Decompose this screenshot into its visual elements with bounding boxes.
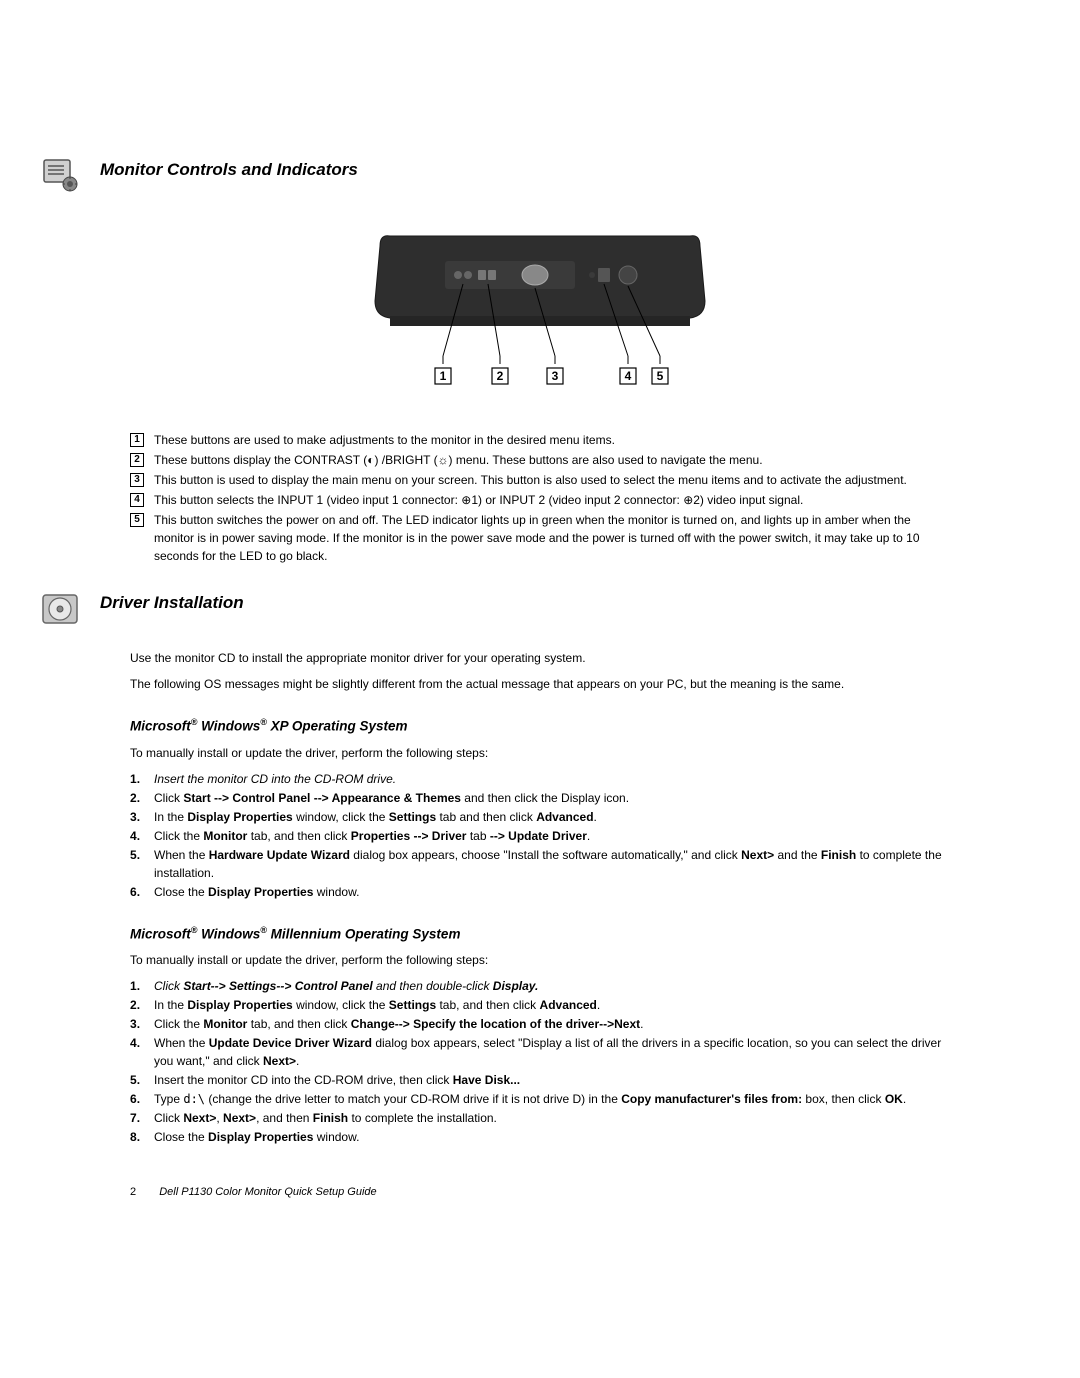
step-item: In the Display Properties window, click … — [130, 996, 950, 1014]
step-text: Click Start--> Settings--> Control Panel… — [154, 977, 950, 995]
cd-icon — [40, 589, 80, 629]
section-title-driver: Driver Installation — [100, 593, 244, 613]
definition-row: 4 This button selects the INPUT 1 (video … — [130, 491, 950, 509]
definition-text: These buttons are used to make adjustmen… — [154, 431, 950, 449]
driver-intro-2: The following OS messages might be sligh… — [130, 675, 950, 693]
section-title-controls: Monitor Controls and Indicators — [100, 160, 358, 180]
svg-text:1: 1 — [440, 369, 447, 383]
definition-row: 5 This button switches the power on and o… — [130, 511, 950, 565]
monitor-adjust-icon — [40, 156, 80, 196]
step-text: Type d:\ (change the drive letter to mat… — [154, 1090, 950, 1108]
definition-number: 3 — [130, 473, 144, 487]
step-item: Insert the monitor CD into the CD-ROM dr… — [130, 1071, 950, 1089]
svg-text:3: 3 — [552, 369, 559, 383]
step-item: Close the Display Properties window. — [130, 883, 950, 901]
step-item: When the Update Device Driver Wizard dia… — [130, 1034, 950, 1070]
step-text: Click the Monitor tab, and then click Pr… — [154, 827, 950, 845]
step-item: Type d:\ (change the drive letter to mat… — [130, 1090, 950, 1108]
svg-text:4: 4 — [625, 369, 632, 383]
definition-row: 2 These buttons display the CONTRAST (◐) … — [130, 451, 950, 469]
step-text: In the Display Properties window, click … — [154, 996, 950, 1014]
step-text: Insert the monitor CD into the CD-ROM dr… — [154, 770, 950, 788]
page-footer: 2 Dell P1130 Color Monitor Quick Setup G… — [130, 1186, 377, 1198]
step-item: In the Display Properties window, click … — [130, 808, 950, 826]
step-item: Click the Monitor tab, and then click Ch… — [130, 1015, 950, 1033]
definition-number: 2 — [130, 453, 144, 467]
definition-number: 4 — [130, 493, 144, 507]
step-text: In the Display Properties window, click … — [154, 808, 950, 826]
os-heading-xp: Microsoft® Windows® XP Operating System — [130, 717, 950, 734]
me-steps-list: Click Start--> Settings--> Control Panel… — [130, 977, 950, 1146]
definitions-list: 1 These buttons are used to make adjustme… — [130, 431, 950, 565]
os-heading-me: Microsoft® Windows® Millennium Operating… — [130, 925, 950, 942]
definition-text: This button switches the power on and of… — [154, 511, 950, 565]
step-item: Insert the monitor CD into the CD-ROM dr… — [130, 770, 950, 788]
svg-text:5: 5 — [657, 369, 664, 383]
step-text: Close the Display Properties window. — [154, 883, 950, 901]
os-xp-intro: To manually install or update the driver… — [130, 744, 950, 762]
os-me-intro: To manually install or update the driver… — [130, 951, 950, 969]
svg-text:2: 2 — [497, 369, 504, 383]
definition-text: This button is used to display the main … — [154, 471, 950, 489]
xp-steps-list: Insert the monitor CD into the CD-ROM dr… — [130, 770, 950, 901]
page-number: 2 — [130, 1186, 136, 1198]
step-item: Click Next>, Next>, and then Finish to c… — [130, 1109, 950, 1127]
step-text: When the Update Device Driver Wizard dia… — [154, 1034, 950, 1070]
step-item: Click Start --> Control Panel --> Appear… — [130, 789, 950, 807]
step-text: Close the Display Properties window. — [154, 1128, 950, 1146]
step-text: When the Hardware Update Wizard dialog b… — [154, 846, 950, 882]
definition-number: 1 — [130, 433, 144, 447]
definition-row: 3 This button is used to display the main… — [130, 471, 950, 489]
step-text: Click the Monitor tab, and then click Ch… — [154, 1015, 950, 1033]
definition-text: These buttons display the CONTRAST (◐) /… — [154, 451, 950, 469]
step-item: Click Start--> Settings--> Control Panel… — [130, 977, 950, 995]
step-item: Click the Monitor tab, and then click Pr… — [130, 827, 950, 845]
step-item: Close the Display Properties window. — [130, 1128, 950, 1146]
step-text: Click Start --> Control Panel --> Appear… — [154, 789, 950, 807]
driver-intro-1: Use the monitor CD to install the approp… — [130, 649, 950, 667]
step-text: Click Next>, Next>, and then Finish to c… — [154, 1109, 950, 1127]
step-item: When the Hardware Update Wizard dialog b… — [130, 846, 950, 882]
definition-text: This button selects the INPUT 1 (video i… — [154, 491, 950, 509]
monitor-diagram: 1 2 3 4 5 — [130, 226, 950, 411]
step-text: Insert the monitor CD into the CD-ROM dr… — [154, 1071, 950, 1089]
footer-title: Dell P1130 Color Monitor Quick Setup Gui… — [159, 1186, 376, 1198]
definition-number: 5 — [130, 513, 144, 527]
definition-row: 1 These buttons are used to make adjustme… — [130, 431, 950, 449]
